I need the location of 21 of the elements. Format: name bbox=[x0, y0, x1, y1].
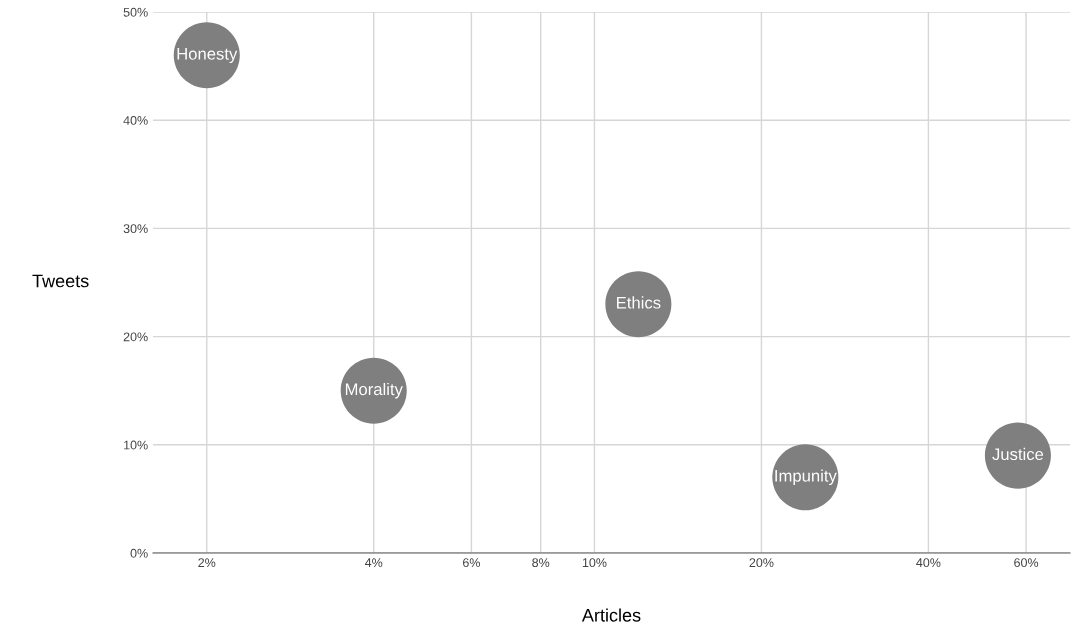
y-tick-label: 10% bbox=[124, 440, 148, 450]
annotation: Ethics bbox=[617, 296, 661, 309]
y-tick-label: 30% bbox=[123, 224, 148, 234]
y-tick-label: 0% bbox=[130, 548, 148, 558]
x-tick-label: 2% bbox=[198, 558, 216, 567]
x-tick-label: 4% bbox=[364, 558, 383, 567]
x-axis-title: Articles bbox=[581, 608, 641, 622]
annotation: Morality bbox=[345, 382, 403, 399]
x-tick-label: 40% bbox=[916, 558, 941, 568]
y-tick-label: 40% bbox=[123, 116, 148, 125]
y-tick-label: 20% bbox=[123, 332, 148, 342]
annotation: Honesty bbox=[177, 48, 238, 64]
x-tick-label: 10% bbox=[582, 558, 607, 568]
x-tick-label: 8% bbox=[532, 558, 550, 568]
x-tick-label: 20% bbox=[749, 558, 774, 568]
x-tick-label: 60% bbox=[1014, 558, 1039, 568]
annotation: Justice bbox=[992, 447, 1044, 461]
y-axis-title: Tweets bbox=[32, 274, 89, 288]
x-tick-label: 6% bbox=[463, 558, 480, 568]
y-tick-label: 50% bbox=[123, 7, 148, 17]
annotation: Impunity bbox=[775, 469, 837, 486]
